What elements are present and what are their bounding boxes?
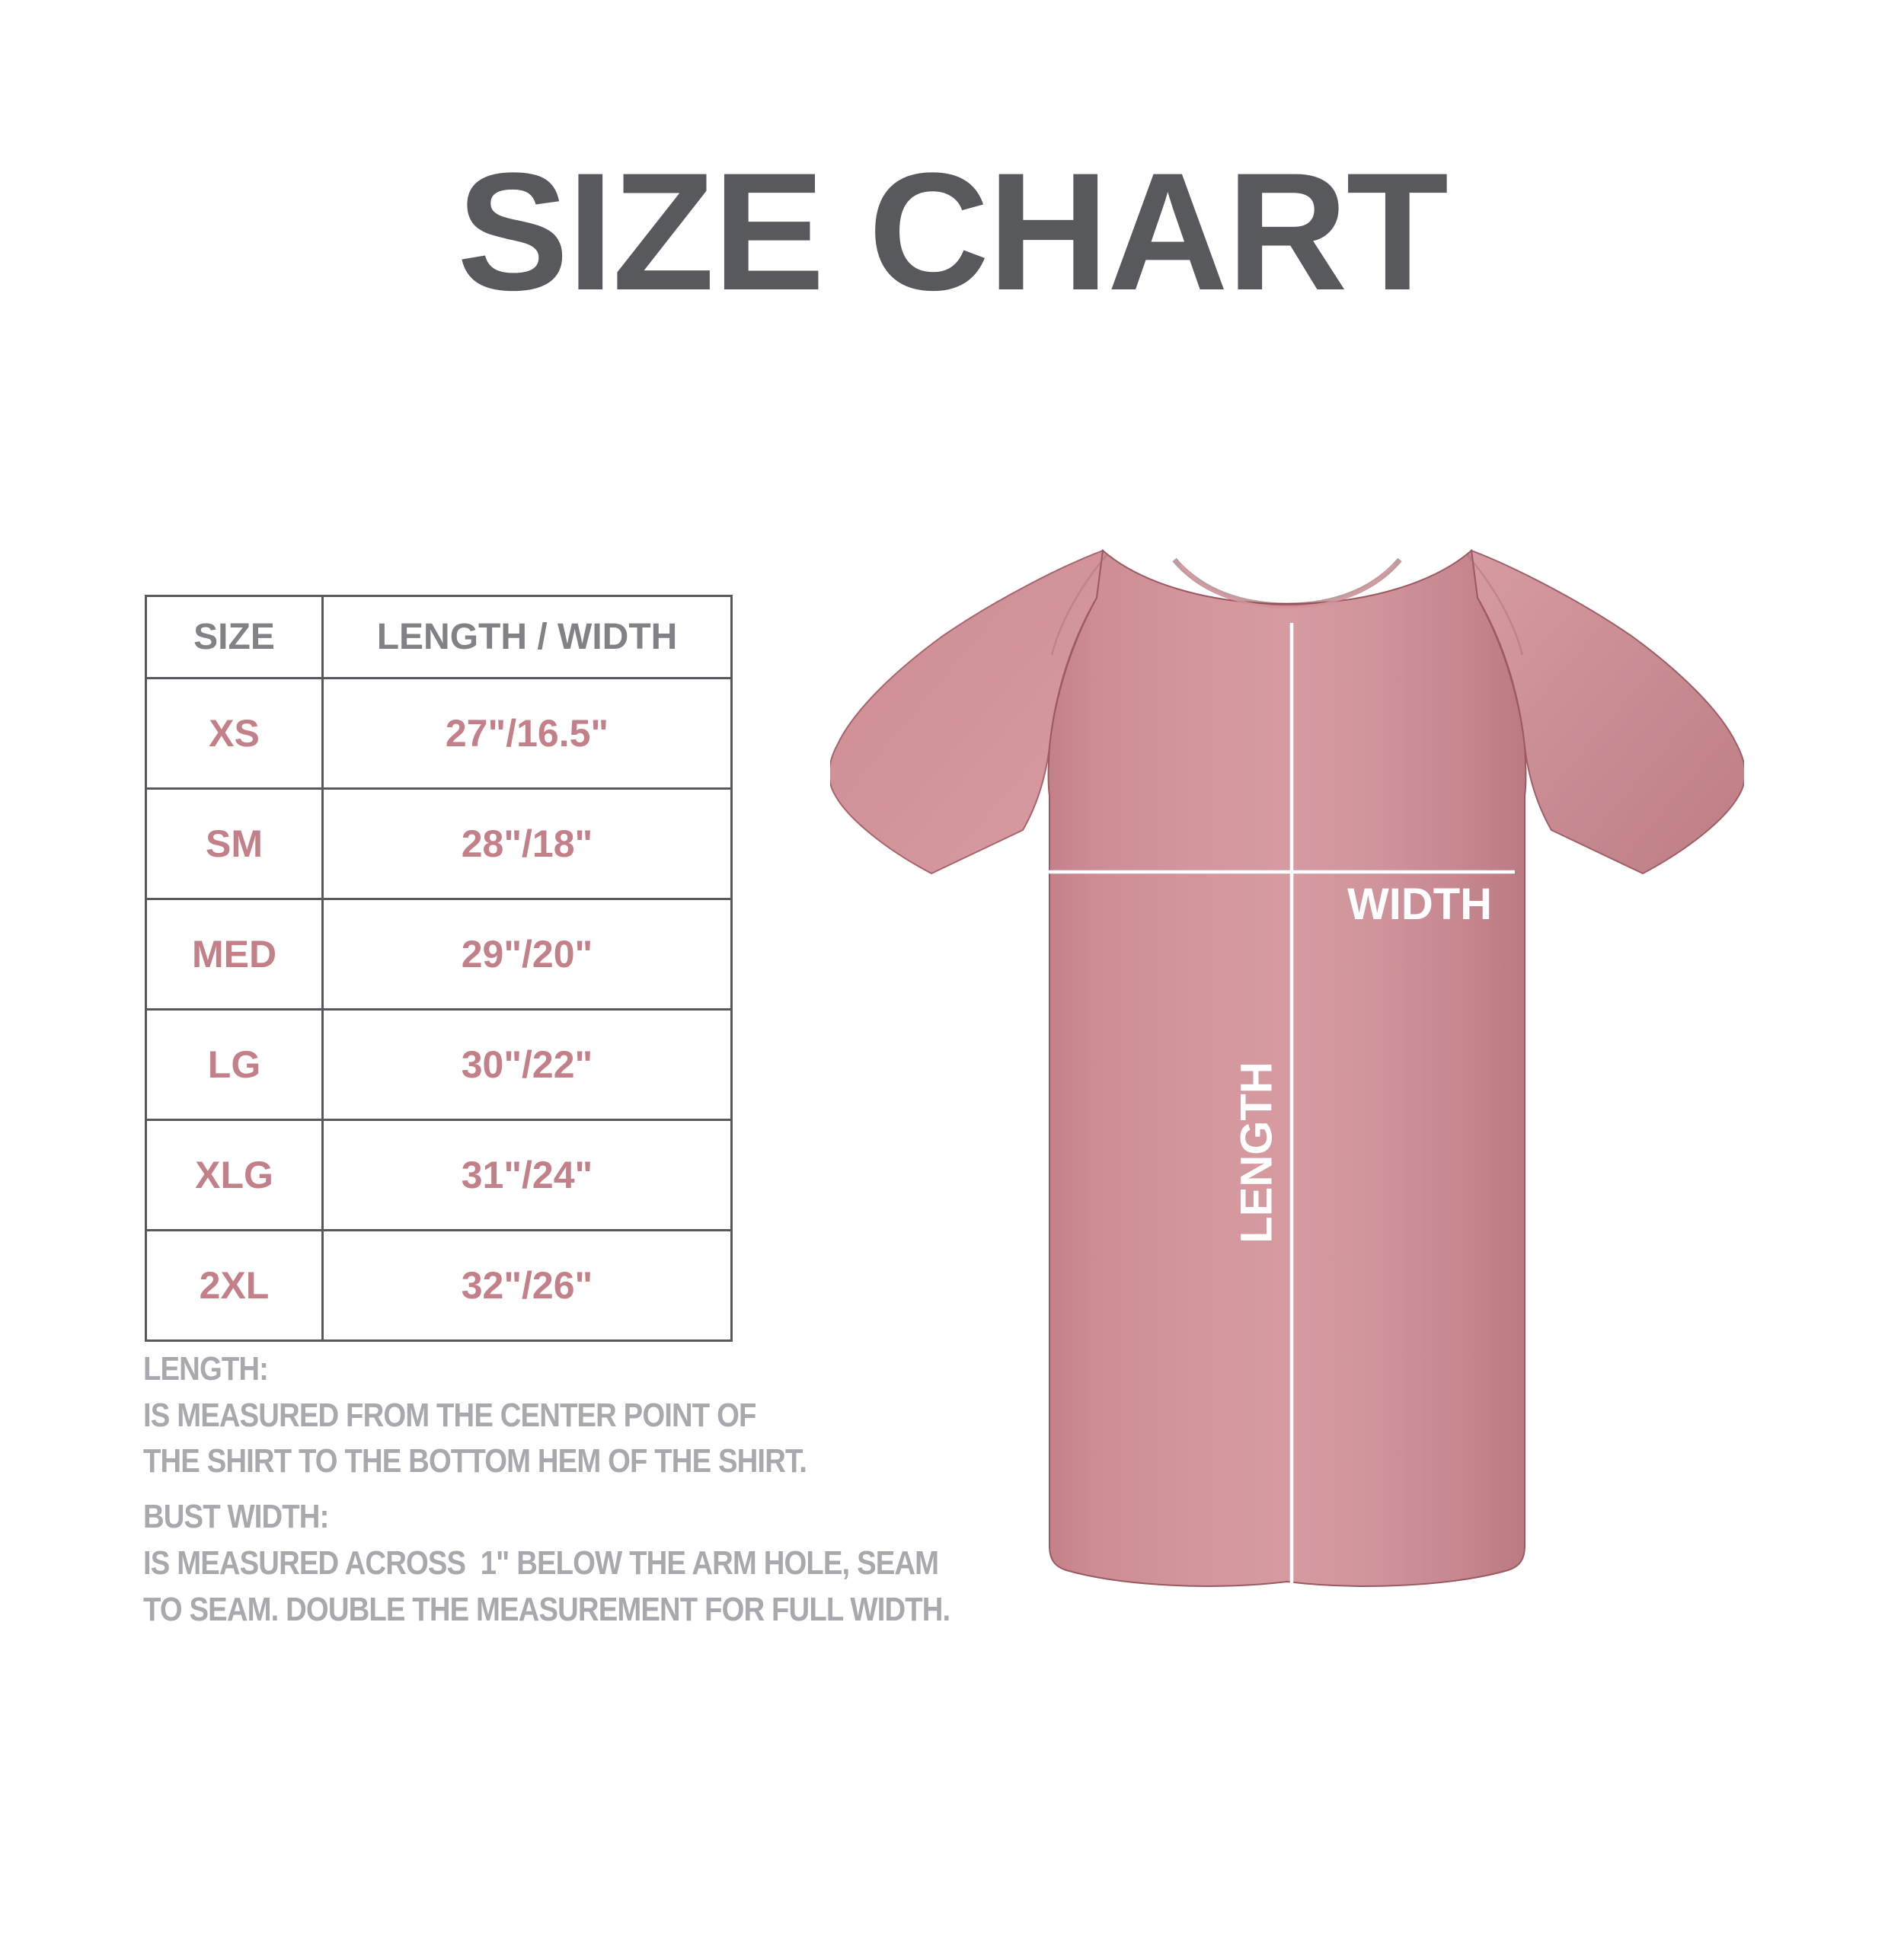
svg-text:WIDTH: WIDTH bbox=[1347, 880, 1492, 929]
svg-text:LENGTH: LENGTH bbox=[1232, 1062, 1281, 1243]
